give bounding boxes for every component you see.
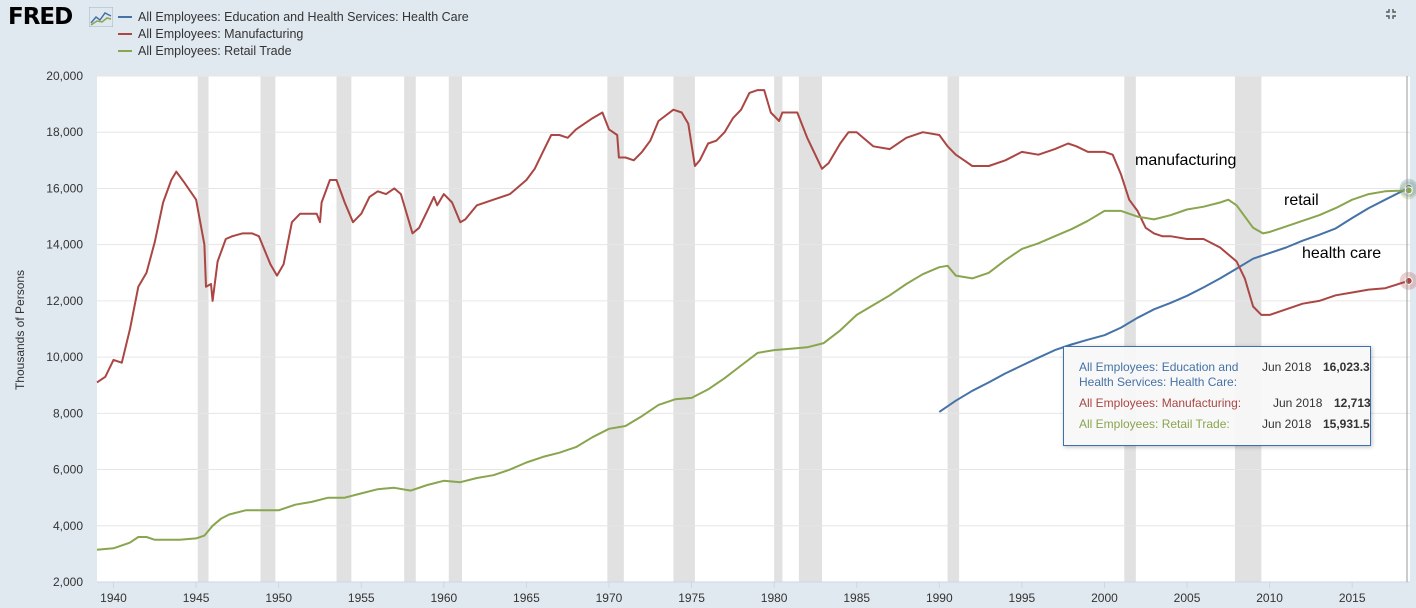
x-axis: 1940 1945 1950 1955 1960 1965 1970 1975 1980 1985… — [97, 581, 1410, 605]
recession-band — [607, 76, 624, 582]
legend-label: All Employees: Education and Health Serv… — [138, 9, 469, 24]
x-tick-label: 1945 — [183, 591, 210, 605]
x-tick-label: 1985 — [843, 591, 870, 605]
y-axis: 2,000 4,000 6,000 8,000 10,000 12,000 14,000 16… — [46, 69, 83, 589]
series-lines[interactable] — [96, 89, 1410, 551]
tooltip: All Employees: Education and Health Serv… — [1063, 346, 1371, 446]
x-tick-label: 1990 — [926, 591, 953, 605]
x-tick-label: 1950 — [265, 591, 292, 605]
tooltip-value: 12,713 — [1334, 396, 1371, 410]
y-tick-label: 10,000 — [46, 350, 83, 364]
annotation-retail: retail — [1284, 192, 1319, 209]
recession-band — [448, 76, 462, 582]
y-tick-label: 6,000 — [53, 463, 83, 477]
y-tick-label: 18,000 — [46, 125, 83, 139]
y-tick-label: 14,000 — [46, 238, 83, 252]
y-tick-label: 16,000 — [46, 181, 83, 195]
x-tick-label: 1960 — [430, 591, 457, 605]
chart-header: FRED All Employees: Education and Health… — [0, 0, 1416, 66]
legend-label: All Employees: Retail Trade — [138, 43, 292, 58]
fred-chart-logo-icon — [89, 7, 113, 27]
legend-item-manufacturing[interactable]: All Employees: Manufacturing — [118, 25, 469, 42]
recession-band — [947, 76, 960, 582]
tooltip-date: Jun 2018 — [1262, 417, 1312, 431]
y-tick-label: 8,000 — [53, 406, 83, 420]
series-line-retail[interactable] — [96, 189, 1409, 551]
recession-band — [798, 76, 823, 582]
plot-background — [97, 76, 1410, 582]
x-tick-label: 2015 — [1339, 591, 1366, 605]
x-tick-label: 1975 — [678, 591, 705, 605]
x-tick-label: 1955 — [348, 591, 375, 605]
legend-swatch-retail — [118, 49, 132, 52]
tooltip-value: 16,023.3 — [1323, 360, 1370, 374]
x-tick-label: 1965 — [513, 591, 540, 605]
x-tick-label: 2000 — [1091, 591, 1118, 605]
legend-item-retail[interactable]: All Employees: Retail Trade — [118, 42, 469, 59]
tooltip-name-line2: Health Services: Health Care: — [1079, 375, 1238, 389]
y-tick-label: 2,000 — [53, 575, 83, 589]
legend: All Employees: Education and Health Serv… — [118, 8, 469, 59]
end-marker-retail[interactable] — [1404, 186, 1413, 195]
annotation-manufacturing: manufacturing — [1135, 152, 1236, 169]
tooltip-date: Jun 2018 — [1262, 360, 1312, 374]
legend-label: All Employees: Manufacturing — [138, 26, 304, 41]
annotation-health-care: health care — [1302, 245, 1381, 262]
tooltip-value: 15,931.5 — [1323, 417, 1370, 431]
recession-band — [1124, 76, 1136, 582]
x-tick-label: 1970 — [596, 591, 623, 605]
tooltip-series-name: All Employees: Education and Health Serv… — [1079, 360, 1238, 390]
recession-band — [336, 76, 352, 582]
x-tick-label: 1940 — [100, 591, 127, 605]
y-axis-label: Thousands of Persons — [13, 270, 27, 390]
tooltip-name-line1: All Employees: Education and — [1079, 360, 1239, 374]
y-tick-label: 4,000 — [53, 519, 83, 533]
recession-band — [673, 76, 695, 582]
recession-shading — [197, 76, 1262, 582]
fred-logo[interactable]: FRED — [8, 4, 73, 30]
recession-band — [197, 76, 209, 582]
recession-band — [260, 76, 276, 582]
series-line-manufacturing[interactable] — [96, 89, 1410, 384]
tooltip-date: Jun 2018 — [1273, 396, 1323, 410]
y-tick-label: 12,000 — [46, 294, 83, 308]
x-tick-label: 2010 — [1256, 591, 1283, 605]
x-tick-label: 2005 — [1174, 591, 1201, 605]
recession-band — [1234, 76, 1262, 582]
expand-icon[interactable] — [1384, 7, 1398, 21]
end-marker-manufacturing[interactable] — [1404, 276, 1413, 285]
x-tick-label: 1995 — [1009, 591, 1036, 605]
tooltip-series-name: All Employees: Manufacturing: — [1079, 396, 1242, 410]
tooltip-series-name: All Employees: Retail Trade: — [1079, 417, 1230, 431]
y-tick-label: 20,000 — [46, 69, 83, 83]
legend-swatch-health-care — [118, 15, 132, 18]
x-tick-label: 1980 — [761, 591, 788, 605]
recession-band — [774, 76, 783, 582]
series-line-health-care[interactable] — [938, 186, 1410, 413]
legend-item-health-care[interactable]: All Employees: Education and Health Serv… — [118, 8, 469, 25]
legend-swatch-manufacturing — [118, 32, 132, 35]
recession-band — [404, 76, 416, 582]
